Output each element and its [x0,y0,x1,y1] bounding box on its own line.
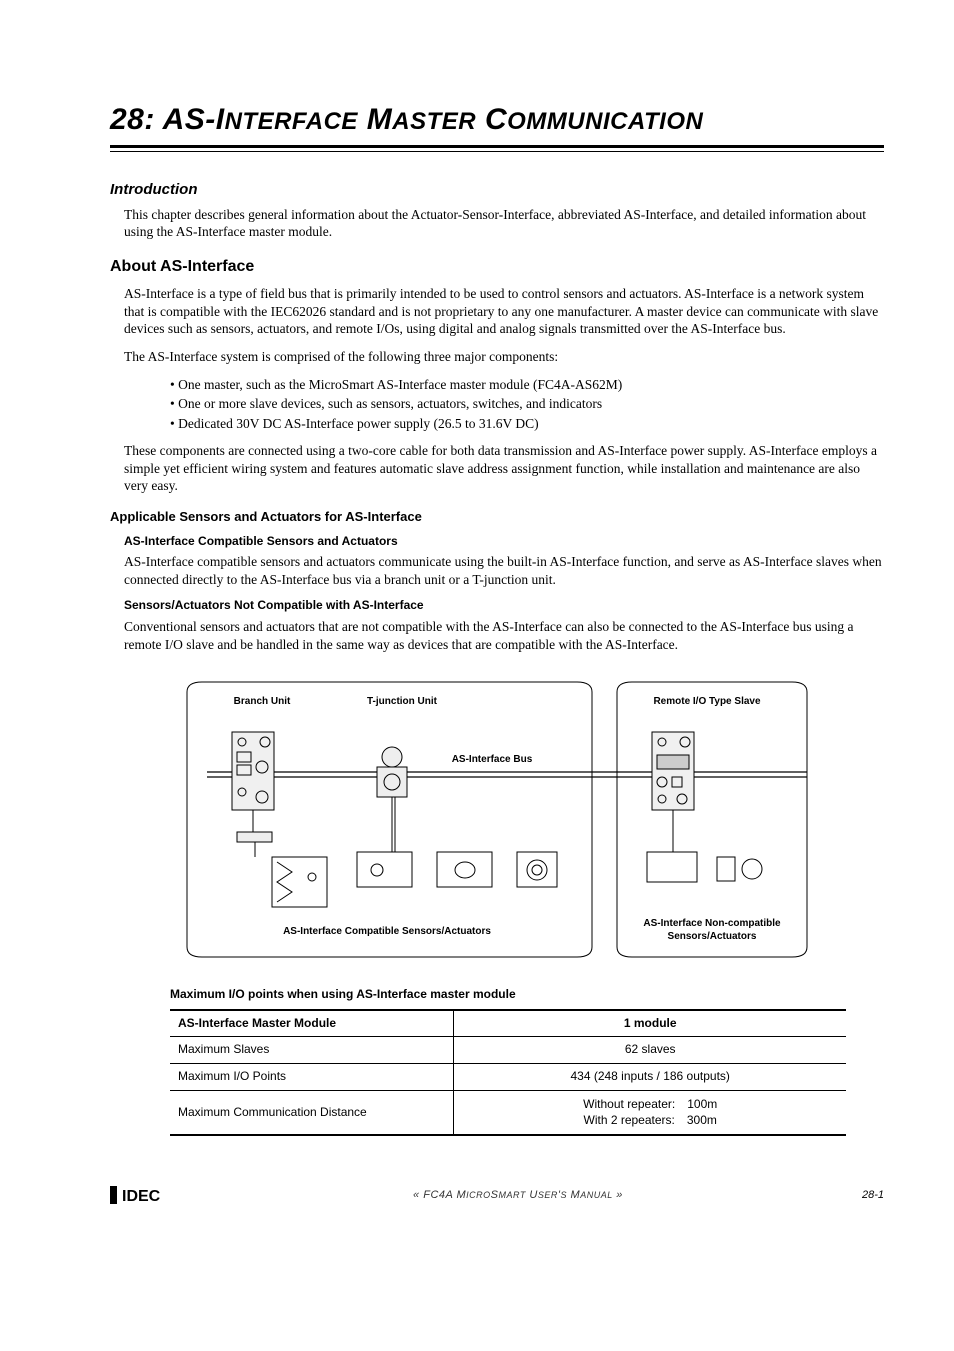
intro-heading: Introduction [110,180,884,200]
noncompat-l2: Sensors/Actuators [668,931,757,942]
table-row: Maximum I/O Points 434 (248 inputs / 186… [170,1063,846,1090]
idec-logo: IDEC [110,1186,174,1204]
remote-io-label: Remote I/O Type Slave [632,695,782,708]
topology-diagram: Branch Unit T-junction Unit Remote I/O T… [177,677,817,967]
table-title: Maximum I/O points when using AS-Interfa… [110,987,884,1003]
intro-text: This chapter describes general informati… [110,206,884,241]
table-row: Maximum Slaves 62 slaves [170,1037,846,1064]
ft-i: M [567,1189,580,1201]
ft-a: « FC4A M [413,1189,466,1201]
about-p1: AS-Interface is a type of field bus that… [110,285,884,338]
applicable-heading: Applicable Sensors and Actuators for AS-… [110,509,884,526]
table-row: Maximum Communication Distance Without r… [170,1090,846,1135]
ft-d: MART [499,1190,526,1200]
table-header-row: AS-Interface Master Module 1 module [170,1010,846,1037]
noncompat-l1: AS-Interface Non-compatible [643,918,780,929]
chapter-sc1: NTERFACE [225,108,358,135]
page-footer: IDEC « FC4A MICROSMART USER'S MANUAL » 2… [110,1186,884,1204]
footer-manual-title: « FC4A MICROSMART USER'S MANUAL » [413,1188,623,1202]
table-header-right: 1 module [454,1010,846,1037]
title-rule [110,151,884,152]
ft-c: S [491,1189,499,1201]
table-cell-label: Maximum Communication Distance [170,1090,454,1135]
bullet-item: • One or more slave devices, such as sen… [170,395,884,413]
ft-e: U [526,1189,538,1201]
compat-heading: AS-Interface Compatible Sensors and Actu… [110,534,884,550]
table-cell-value: Without repeater: 100m With 2 repeaters:… [454,1090,846,1135]
about-p3: These components are connected using a t… [110,442,884,495]
about-heading: About AS-Interface [110,257,884,278]
branch-unit-label: Branch Unit [217,695,307,708]
table-cell-label: Maximum I/O Points [170,1063,454,1090]
compat-sensors-label: AS-Interface Compatible Sensors/Actuator… [237,925,537,938]
about-p2: The AS-Interface system is comprised of … [110,348,884,366]
bullet-item: • One master, such as the MicroSmart AS-… [170,376,884,394]
table-cell-value: 62 slaves [454,1037,846,1064]
bullet-item: • Dedicated 30V DC AS-Interface power su… [170,415,884,433]
chapter-title: 28: AS-INTERFACE MASTER COMMUNICATION [110,100,884,148]
chapter-w3a: C [485,103,507,136]
bullet-text: One master, such as the MicroSmart AS-In… [178,377,622,392]
ft-b: ICRO [466,1190,491,1200]
bullet-text: One or more slave devices, such as senso… [178,396,602,411]
table-cell-label: Maximum Slaves [170,1037,454,1064]
noncompat-heading: Sensors/Actuators Not Compatible with AS… [110,598,884,614]
bus-label: AS-Interface Bus [432,753,552,766]
page-number: 28-1 [862,1188,884,1202]
table-header-left: AS-Interface Master Module [170,1010,454,1037]
chapter-prefix: 28: AS-I [110,103,225,136]
logo-text: IDEC [122,1188,161,1204]
about-bullets: • One master, such as the MicroSmart AS-… [110,376,884,433]
ft-k: » [613,1189,623,1201]
table-cell-value: 434 (248 inputs / 186 outputs) [454,1063,846,1090]
chapter-w2b: ASTER [392,108,476,135]
io-points-table: AS-Interface Master Module 1 module Maxi… [170,1009,846,1136]
bullet-text: Dedicated 30V DC AS-Interface power supp… [178,416,539,431]
tjunction-label: T-junction Unit [352,695,452,708]
ft-j: ANUAL [580,1190,613,1200]
chapter-w2a: M [367,103,393,136]
noncompat-text: Conventional sensors and actuators that … [110,618,884,653]
ft-f: SER [538,1190,558,1200]
noncompat-sensors-label: AS-Interface Non-compatible Sensors/Actu… [627,917,797,943]
compat-text: AS-Interface compatible sensors and actu… [110,553,884,588]
chapter-w3b: OMMUNICATION [507,108,703,135]
